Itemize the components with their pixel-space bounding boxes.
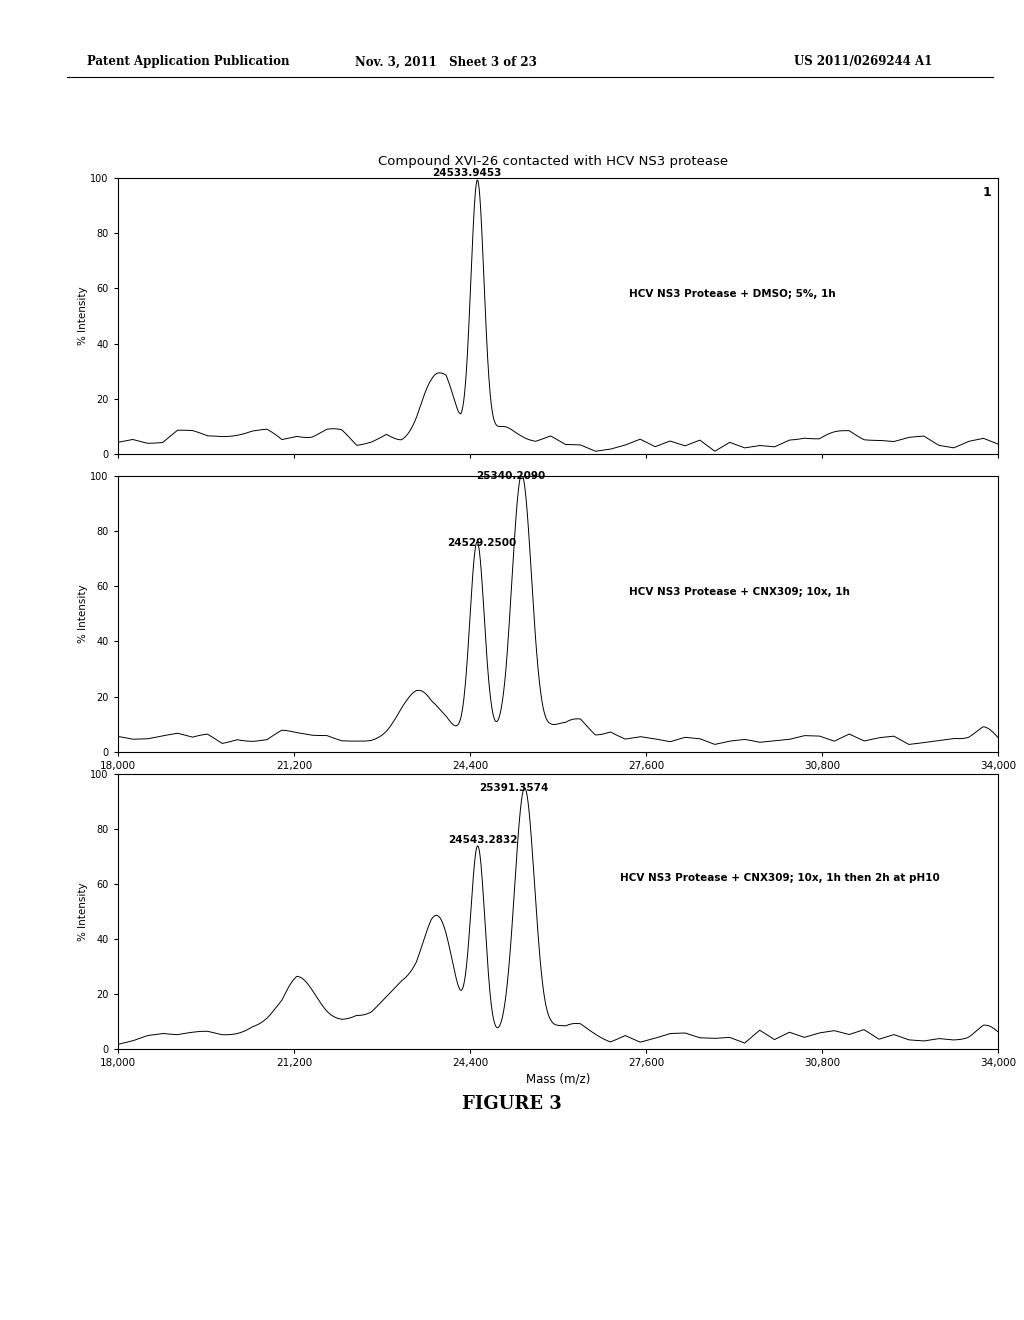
Text: HCV NS3 Protease + CNX309; 10x, 1h: HCV NS3 Protease + CNX309; 10x, 1h bbox=[629, 587, 849, 597]
Y-axis label: % Intensity: % Intensity bbox=[78, 286, 88, 346]
Text: US 2011/0269244 A1: US 2011/0269244 A1 bbox=[794, 55, 932, 69]
Text: 1: 1 bbox=[983, 186, 991, 199]
Text: HCV NS3 Protease + CNX309; 10x, 1h then 2h at pH10: HCV NS3 Protease + CNX309; 10x, 1h then … bbox=[620, 874, 939, 883]
Text: 25391.3574: 25391.3574 bbox=[479, 783, 548, 793]
Text: Nov. 3, 2011   Sheet 3 of 23: Nov. 3, 2011 Sheet 3 of 23 bbox=[354, 55, 537, 69]
Text: 24529.2500: 24529.2500 bbox=[446, 537, 516, 548]
Y-axis label: % Intensity: % Intensity bbox=[78, 882, 88, 941]
Y-axis label: % Intensity: % Intensity bbox=[78, 585, 88, 643]
Text: 24533.9453: 24533.9453 bbox=[432, 168, 501, 178]
Text: Compound XVI-26 contacted with HCV NS3 protease: Compound XVI-26 contacted with HCV NS3 p… bbox=[378, 154, 728, 168]
Text: HCV NS3 Protease + DMSO; 5%, 1h: HCV NS3 Protease + DMSO; 5%, 1h bbox=[629, 289, 836, 300]
Text: FIGURE 3: FIGURE 3 bbox=[462, 1094, 562, 1113]
Text: 24543.2832: 24543.2832 bbox=[447, 836, 517, 845]
Text: Patent Application Publication: Patent Application Publication bbox=[87, 55, 290, 69]
X-axis label: Mass (m/z): Mass (m/z) bbox=[526, 1073, 590, 1085]
Text: 25340.2090: 25340.2090 bbox=[476, 471, 546, 482]
